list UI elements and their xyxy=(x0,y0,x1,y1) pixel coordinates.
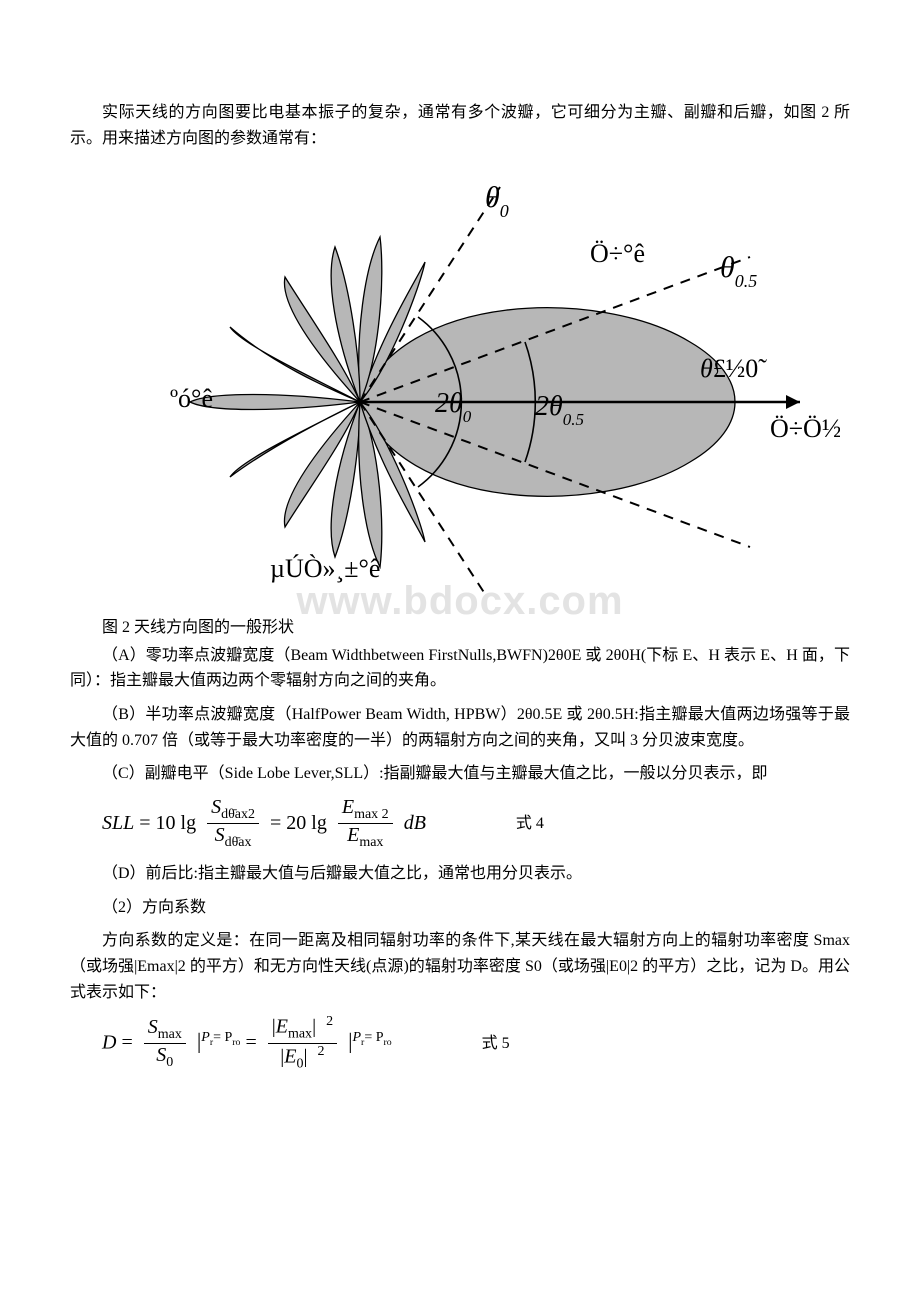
equation-4: SLL = 10 lg Sdθ̄ax2 Sdθ̄ax = 20 lg Emax … xyxy=(102,797,850,851)
equation-4-label: 式 4 xyxy=(516,811,544,837)
svg-text:θ0: θ0 xyxy=(485,181,509,221)
pattern-svg: θ0 θ0.5 2θ0 2θ0.5 θ£½0̃ Ö÷°ê Ö÷Ö½ ºó°ê µ… xyxy=(80,167,840,597)
equation-5-label: 式 5 xyxy=(482,1031,510,1057)
svg-text:µÚÒ»¸±°ê: µÚÒ»¸±°ê xyxy=(270,554,380,583)
paragraph-B: （B）半功率点波瓣宽度（HalfPower Beam Width, HPBW）2… xyxy=(70,702,850,753)
svg-text:Ö÷Ö½: Ö÷Ö½ xyxy=(770,414,840,443)
paragraph-D: （D）前后比:指主瓣最大值与后瓣最大值之比，通常也用分贝表示。 xyxy=(70,861,850,887)
directivity-definition: 方向系数的定义是：在同一距离及相同辐射功率的条件下,某天线在最大辐射方向上的辐射… xyxy=(70,928,850,1005)
equation-5: D = Smax S0 |Pr= Pro = |Emax|2 |E0|2 |Pr… xyxy=(102,1015,850,1073)
figure-2-pattern-diagram: θ0 θ0.5 2θ0 2θ0.5 θ£½0̃ Ö÷°ê Ö÷Ö½ ºó°ê µ… xyxy=(70,167,850,607)
paragraph-2-heading: （2）方向系数 xyxy=(70,895,850,921)
svg-text:Ö÷°ê: Ö÷°ê xyxy=(590,239,645,268)
figure-2-caption: 图 2 天线方向图的一般形状 xyxy=(70,615,850,641)
svg-text:θ0.5: θ0.5 xyxy=(720,251,757,291)
intro-paragraph: 实际天线的方向图要比电基本振子的复杂，通常有多个波瓣，它可细分为主瓣、副瓣和后瓣… xyxy=(70,100,850,151)
svg-text:ºó°ê: ºó°ê xyxy=(170,384,213,413)
svg-text:θ£½0̃: θ£½0̃ xyxy=(700,354,767,383)
paragraph-A: （A）零功率点波瓣宽度（Beam Widthbetween FirstNulls… xyxy=(70,643,850,694)
paragraph-C: （C）副瓣电平（Side Lobe Lever,SLL）:指副瓣最大值与主瓣最大… xyxy=(70,761,850,787)
